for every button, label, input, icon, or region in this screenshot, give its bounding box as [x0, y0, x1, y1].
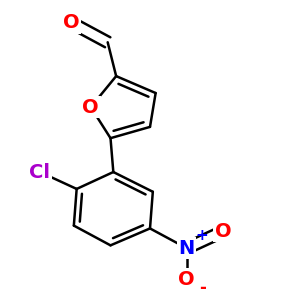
Text: +: +: [196, 228, 208, 243]
Text: N: N: [178, 239, 195, 258]
Text: O: O: [82, 98, 99, 117]
Text: O: O: [215, 222, 232, 241]
Text: -: -: [199, 279, 206, 297]
Text: O: O: [63, 13, 79, 32]
Text: O: O: [178, 270, 195, 289]
Text: Cl: Cl: [29, 163, 50, 182]
